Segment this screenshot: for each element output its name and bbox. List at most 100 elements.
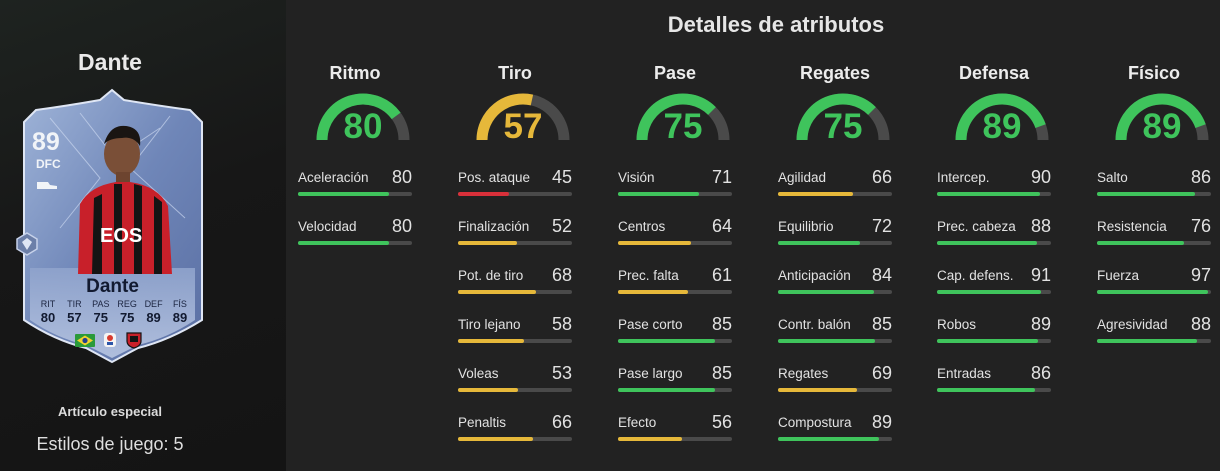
stat-row: Velocidad 80 bbox=[298, 216, 412, 249]
stat-row: Prec. cabeza 88 bbox=[937, 216, 1051, 249]
stat-bar bbox=[618, 290, 732, 294]
stat-label: Pot. de tiro bbox=[458, 268, 524, 283]
stat-label: Aceleración bbox=[298, 170, 369, 185]
player-photo: EOS bbox=[78, 125, 172, 274]
category-3: Regates 75 Agilidad 66 Equilibrio 72 Anticipac… bbox=[778, 0, 892, 471]
category-title: Pase bbox=[653, 63, 697, 83]
stat-bar-fill bbox=[778, 339, 875, 343]
stat-bar bbox=[458, 339, 572, 343]
stat-row: Robos 89 bbox=[937, 314, 1051, 347]
stat-bar bbox=[937, 192, 1051, 196]
category-gauge: 57 bbox=[475, 92, 571, 150]
stat-bar bbox=[1097, 241, 1211, 245]
stat-row: Equilibrio 72 bbox=[778, 216, 892, 249]
card-rating: 89 bbox=[32, 128, 60, 156]
stat-bar-fill bbox=[458, 241, 518, 245]
player-card[interactable]: EOS 89 DFC Dante RIT 80 TIR 57 PAS 75 bbox=[16, 88, 205, 364]
stat-label: Regates bbox=[778, 366, 829, 381]
category-value: 89 bbox=[1142, 107, 1182, 146]
card-stat-pas: PAS 75 bbox=[89, 299, 113, 325]
attribute-details-panel: Detalles de atributos Ritmo 80 Aceleración… bbox=[286, 0, 1220, 471]
stat-bar-fill bbox=[1097, 339, 1198, 343]
stat-row: Prec. falta 61 bbox=[618, 265, 732, 298]
stat-value: 88 bbox=[1190, 314, 1211, 334]
category-value: 80 bbox=[343, 107, 383, 146]
boot-icon bbox=[37, 182, 57, 189]
card-stat-label: FÍS bbox=[172, 299, 187, 309]
player-name-heading: Dante bbox=[78, 49, 142, 75]
stat-bar-fill bbox=[778, 241, 861, 245]
stat-row: Fuerza 97 bbox=[1097, 265, 1211, 298]
stat-bar-fill bbox=[298, 241, 390, 245]
stat-value: 85 bbox=[711, 363, 732, 383]
stat-bar bbox=[298, 241, 412, 245]
stat-bar bbox=[778, 339, 892, 343]
stat-row: Agilidad 66 bbox=[778, 167, 892, 200]
card-stat-reg: REG 75 bbox=[115, 299, 139, 325]
playstyles-count[interactable]: Estilos de juego: 5 bbox=[36, 434, 184, 454]
club-crest-icon bbox=[126, 332, 142, 349]
stat-value: 84 bbox=[871, 265, 892, 285]
stat-label: Contr. balón bbox=[778, 317, 851, 332]
stat-bar bbox=[778, 388, 892, 392]
gauge-fill bbox=[476, 93, 534, 141]
stat-bar-fill bbox=[778, 388, 857, 392]
category-title: Defensa bbox=[958, 63, 1030, 83]
stat-label: Intercep. bbox=[937, 170, 990, 185]
category-5: Físico 89 Salto 86 Resistencia 76 Fuerza 97 Agre… bbox=[1097, 0, 1211, 471]
card-position: DFC bbox=[36, 157, 61, 171]
stat-bar-fill bbox=[937, 388, 1036, 392]
stat-row: Entradas 86 bbox=[937, 363, 1051, 396]
category-value: 75 bbox=[663, 107, 703, 146]
stat-value: 90 bbox=[1030, 167, 1051, 187]
stat-value: 89 bbox=[871, 412, 892, 432]
stat-bar bbox=[458, 388, 572, 392]
stat-row: Anticipación 84 bbox=[778, 265, 892, 298]
stat-bar bbox=[298, 192, 412, 196]
stat-label: Visión bbox=[618, 170, 655, 185]
stat-row: Pase corto 85 bbox=[618, 314, 732, 347]
gauge-fill bbox=[1115, 93, 1206, 141]
category-0: Ritmo 80 Aceleración 80 Velocidad 80 bbox=[298, 0, 412, 471]
category-title: Tiro bbox=[498, 63, 532, 83]
stat-value: 72 bbox=[871, 216, 892, 236]
stat-bar-fill bbox=[458, 388, 519, 392]
stat-label: Efecto bbox=[618, 415, 657, 430]
stat-bar bbox=[937, 339, 1051, 343]
category-gauge: 80 bbox=[315, 92, 411, 150]
gauge-fill bbox=[316, 93, 401, 141]
card-badges bbox=[75, 331, 143, 349]
stat-bar-fill bbox=[458, 290, 536, 294]
stat-bar-fill bbox=[778, 437, 880, 441]
stat-row: Tiro lejano 58 bbox=[458, 314, 572, 347]
stat-label: Pase largo bbox=[618, 366, 683, 381]
category-2: Pase 75 Visión 71 Centros 64 Prec. falta 61 Pase… bbox=[618, 0, 732, 471]
card-stat-def: DEF 89 bbox=[142, 299, 166, 325]
stat-label: Prec. falta bbox=[618, 268, 679, 283]
card-stats: RIT 80 TIR 57 PAS 75 REG 75 DEF 89 FÍS 8… bbox=[36, 299, 192, 325]
special-item-label: Artículo especial bbox=[57, 404, 163, 419]
card-stat-value: 75 bbox=[119, 310, 135, 325]
stat-bar-fill bbox=[1097, 192, 1196, 196]
stat-row: Penaltis 66 bbox=[458, 412, 572, 445]
player-card-panel: Dante EOS bbox=[0, 0, 286, 471]
special-badge-icon bbox=[16, 232, 38, 256]
stat-value: 64 bbox=[711, 216, 732, 236]
stat-bar bbox=[778, 241, 892, 245]
stat-row: Intercep. 90 bbox=[937, 167, 1051, 200]
stat-row: Pase largo 85 bbox=[618, 363, 732, 396]
stat-bar bbox=[458, 290, 572, 294]
stat-row: Salto 86 bbox=[1097, 167, 1211, 200]
league-logo-icon bbox=[104, 333, 116, 347]
stat-bar-fill bbox=[458, 339, 525, 343]
stat-bar-fill bbox=[937, 290, 1041, 294]
stat-bar-fill bbox=[778, 290, 874, 294]
stat-bar-fill bbox=[1097, 290, 1208, 294]
section-title: Detalles de atributos bbox=[667, 12, 885, 37]
stat-value: 85 bbox=[711, 314, 732, 334]
stat-label: Resistencia bbox=[1097, 219, 1167, 234]
stat-value: 86 bbox=[1190, 167, 1211, 187]
stat-label: Velocidad bbox=[298, 219, 357, 234]
stat-label: Voleas bbox=[458, 366, 499, 381]
stat-bar bbox=[458, 192, 572, 196]
